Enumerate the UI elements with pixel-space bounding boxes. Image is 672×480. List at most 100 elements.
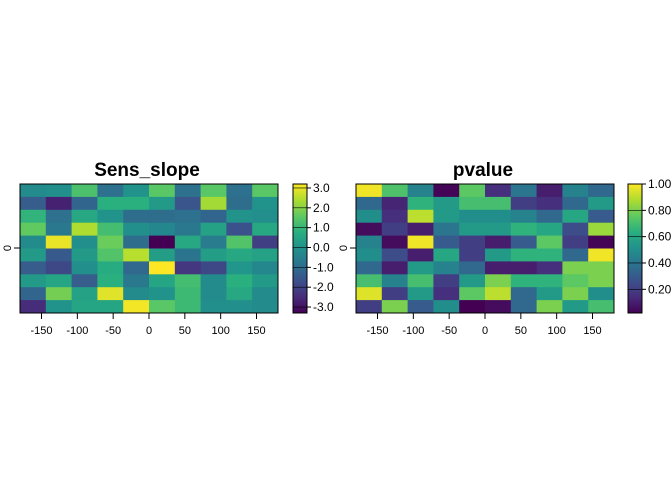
heatmap-cell — [459, 184, 486, 198]
x-tick-label: 150 — [583, 325, 601, 337]
x-tick-label: -100 — [66, 325, 88, 337]
heatmap-cell — [356, 274, 383, 288]
heatmap-cell — [510, 300, 538, 314]
heatmap-cell — [174, 261, 202, 275]
heatmap-cell — [226, 184, 253, 198]
heatmap-cell — [459, 196, 486, 211]
heatmap-cell — [485, 222, 512, 237]
heatmap-cell — [200, 222, 227, 237]
heatmap-cell — [174, 196, 202, 211]
heatmap-cell — [71, 287, 98, 301]
heatmap-cell — [433, 248, 460, 262]
heatmap-cell — [433, 235, 460, 249]
heatmap-cell — [252, 261, 279, 275]
heatmap-cell — [200, 287, 227, 301]
heatmap-cell — [433, 196, 460, 211]
heatmap-cell — [356, 196, 383, 211]
heatmap-cell — [536, 184, 563, 198]
x-tick-label: -150 — [30, 325, 52, 337]
heatmap-cell — [97, 287, 124, 301]
heatmap-cell — [149, 248, 176, 262]
heatmap-cell — [200, 196, 227, 211]
heatmap-cell — [433, 184, 460, 198]
heatmap-cell — [407, 222, 434, 237]
heatmap-cell — [174, 209, 202, 224]
heatmap-cell — [252, 274, 279, 288]
heatmap-cell — [200, 184, 227, 198]
heatmap-cell — [562, 222, 589, 237]
heatmap-cell — [71, 300, 98, 314]
heatmap-cell — [407, 300, 434, 314]
colorbar-gradient — [627, 183, 643, 314]
heatmap-cell — [536, 274, 563, 288]
heatmap-cell — [381, 261, 409, 275]
heatmap-cell — [588, 261, 615, 275]
heatmap-cell — [510, 196, 538, 211]
heatmap-cell — [588, 222, 615, 237]
heatmap-cell — [226, 287, 253, 301]
heatmap-cell — [510, 184, 538, 198]
heatmap-cell — [485, 248, 512, 262]
colorbar-tick-label: 2.0 — [313, 201, 330, 215]
heatmap-cell — [97, 222, 124, 237]
heatmap-cell — [588, 274, 615, 288]
y-tick-label: 0 — [2, 245, 14, 251]
heatmap-cell — [356, 184, 383, 198]
heatmap-cell — [562, 196, 589, 211]
x-axis: -150 -100 -50 0 50 100 150 — [30, 313, 266, 337]
heatmap-cell — [123, 274, 150, 288]
heatmap-cell — [20, 287, 47, 301]
heatmap-cell — [20, 184, 47, 198]
heatmap-cell — [485, 287, 512, 301]
colorbar-tick-label: -2.0 — [313, 280, 334, 294]
heatmap-cell — [149, 235, 176, 249]
heatmap-cell — [45, 274, 73, 288]
heatmap-cell — [356, 261, 383, 275]
colorbar-tick-label: -3.0 — [313, 300, 334, 314]
heatmap-cell — [149, 287, 176, 301]
heatmap-cell — [252, 222, 279, 237]
panel-sens-slope: Sens_slope -150 -100 -50 0 50 100 150 0 3.0 2.0… — [2, 160, 334, 337]
heatmap-cell — [45, 261, 73, 275]
heatmap-cell — [174, 248, 202, 262]
heatmap-cell — [45, 184, 73, 198]
heatmap-cell — [485, 184, 512, 198]
heatmap-cell — [252, 300, 279, 314]
heatmap-cell — [20, 222, 47, 237]
heatmap-cell — [200, 209, 227, 224]
heatmap-cell — [97, 248, 124, 262]
heatmap-cell — [407, 248, 434, 262]
heatmap-cell — [433, 274, 460, 288]
heatmap-cell — [381, 274, 409, 288]
heatmap-cell — [200, 300, 227, 314]
heatmap-cell — [149, 300, 176, 314]
heatmap-cell — [459, 287, 486, 301]
heatmap-cell — [407, 235, 434, 249]
heatmap-cell — [562, 300, 589, 314]
heatmap-cell — [407, 184, 434, 198]
heatmap-cell — [71, 235, 98, 249]
heatmap-cell — [252, 287, 279, 301]
heatmap-cell — [381, 196, 409, 211]
heatmap-cell — [485, 274, 512, 288]
heatmap-cell — [562, 287, 589, 301]
heatmap-cell — [45, 300, 73, 314]
heatmap-cell — [149, 196, 176, 211]
heatmap-cell — [97, 261, 124, 275]
heatmap-cell — [356, 209, 383, 224]
heatmap-cell — [510, 261, 538, 275]
colorbar-tick-label: 0.80 — [648, 203, 672, 217]
colorbar-tick-label: 3.0 — [313, 181, 330, 195]
y-axis: 0 — [2, 245, 20, 251]
heatmap-cell — [71, 248, 98, 262]
chart-title: Sens_slope — [94, 160, 200, 181]
heatmap-cell — [356, 222, 383, 237]
colorbar-pvalue: 1.00 0.80 0.60 0.40 0.20 — [627, 177, 672, 314]
heatmap-cell — [459, 209, 486, 224]
heatmap-cell — [226, 209, 253, 224]
heatmap-cell — [485, 235, 512, 249]
x-tick-label: 0 — [146, 325, 152, 337]
heatmap-cell — [407, 287, 434, 301]
heatmap-cell — [20, 235, 47, 249]
colorbar-tick-label: -1.0 — [313, 260, 334, 274]
